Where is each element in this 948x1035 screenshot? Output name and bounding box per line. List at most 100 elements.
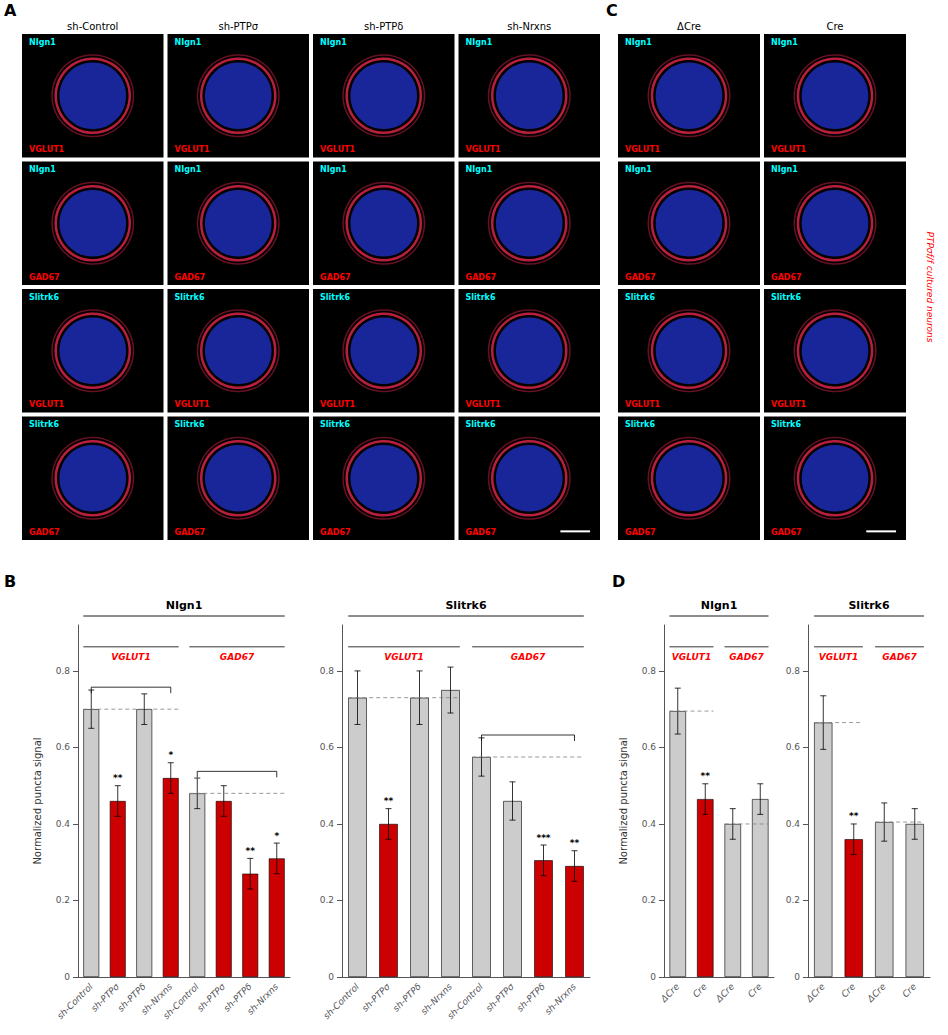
svg-text:NIgn1: NIgn1 — [466, 38, 493, 47]
svg-text:VGLUT1: VGLUT1 — [466, 145, 502, 154]
svg-text:GAD67: GAD67 — [771, 528, 802, 537]
svg-text:NIgn1: NIgn1 — [29, 38, 56, 47]
svg-text:sh-Control: sh-Control — [67, 21, 118, 32]
svg-text:Slitrk6: Slitrk6 — [625, 293, 655, 302]
svg-text:Slitrk6: Slitrk6 — [29, 293, 59, 302]
svg-text:GAD67: GAD67 — [29, 273, 60, 282]
svg-text:VGLUT1: VGLUT1 — [384, 652, 423, 662]
svg-text:B: B — [4, 572, 16, 591]
svg-text:NIgn1: NIgn1 — [625, 165, 652, 174]
svg-text:VGLUT1: VGLUT1 — [29, 145, 65, 154]
svg-text:Slitrk6: Slitrk6 — [320, 293, 350, 302]
svg-text:ΔCre: ΔCre — [658, 981, 681, 1004]
svg-text:GAD67: GAD67 — [625, 528, 656, 537]
svg-text:VGLUT1: VGLUT1 — [320, 145, 356, 154]
svg-text:NIgn1: NIgn1 — [320, 165, 347, 174]
svg-text:Slitrk6: Slitrk6 — [625, 420, 655, 429]
svg-text:NIgn1: NIgn1 — [175, 165, 202, 174]
svg-text:VGLUT1: VGLUT1 — [175, 400, 211, 409]
svg-text:**: ** — [701, 771, 711, 781]
svg-text:0.4: 0.4 — [786, 819, 801, 829]
svg-text:0.6: 0.6 — [56, 742, 71, 752]
svg-text:Slitrk6: Slitrk6 — [466, 420, 496, 429]
svg-text:sh-PTPσ: sh-PTPσ — [360, 981, 392, 1013]
svg-text:**: ** — [113, 773, 123, 783]
svg-text:GAD67: GAD67 — [729, 652, 764, 662]
svg-text:NIgn1: NIgn1 — [166, 599, 203, 612]
svg-text:Slitrk6: Slitrk6 — [771, 420, 801, 429]
svg-text:Cre: Cre — [691, 981, 709, 999]
svg-text:GAD67: GAD67 — [625, 273, 656, 282]
svg-text:0.6: 0.6 — [320, 742, 335, 752]
svg-text:0.8: 0.8 — [320, 666, 335, 676]
svg-text:NIgn1: NIgn1 — [466, 165, 493, 174]
svg-text:0: 0 — [794, 972, 800, 982]
svg-text:ΔCre: ΔCre — [713, 981, 736, 1004]
svg-text:Cre: Cre — [839, 981, 857, 999]
svg-text:ΔCre: ΔCre — [677, 21, 701, 32]
svg-text:0.8: 0.8 — [56, 666, 71, 676]
svg-text:NIgn1: NIgn1 — [320, 38, 347, 47]
svg-text:**: ** — [246, 846, 256, 856]
svg-text:**: ** — [570, 838, 580, 848]
svg-text:0.2: 0.2 — [786, 895, 800, 905]
svg-text:NIgn1: NIgn1 — [175, 38, 202, 47]
svg-text:VGLUT1: VGLUT1 — [320, 400, 356, 409]
svg-text:VGLUT1: VGLUT1 — [625, 145, 661, 154]
svg-text:GAD67: GAD67 — [882, 652, 917, 662]
svg-text:GAD67: GAD67 — [175, 528, 206, 537]
svg-text:sh-Control: sh-Control — [445, 981, 485, 1021]
svg-text:0.2: 0.2 — [56, 895, 70, 905]
svg-text:GAD67: GAD67 — [175, 273, 206, 282]
svg-text:Normalized puncta signal: Normalized puncta signal — [32, 737, 43, 864]
svg-text:VGLUT1: VGLUT1 — [29, 400, 65, 409]
svg-text:VGLUT1: VGLUT1 — [466, 400, 502, 409]
svg-text:GAD67: GAD67 — [320, 273, 351, 282]
svg-text:sh-Control: sh-Control — [55, 981, 95, 1021]
svg-text:**: ** — [849, 811, 859, 821]
svg-text:sh-Nrxns: sh-Nrxns — [245, 981, 280, 1016]
svg-text:sh-Control: sh-Control — [321, 981, 361, 1021]
svg-text:PTPσf/f cultured neurons: PTPσf/f cultured neurons — [925, 231, 935, 342]
svg-text:NIgn1: NIgn1 — [771, 165, 798, 174]
svg-text:0.4: 0.4 — [56, 819, 71, 829]
svg-text:*: * — [274, 831, 279, 841]
svg-text:GAD67: GAD67 — [220, 652, 255, 662]
svg-text:0.6: 0.6 — [786, 742, 801, 752]
svg-text:0: 0 — [64, 972, 70, 982]
svg-text:D: D — [612, 572, 625, 591]
svg-text:ΔCre: ΔCre — [865, 981, 888, 1004]
svg-text:Slitrk6: Slitrk6 — [175, 293, 205, 302]
svg-text:0.2: 0.2 — [320, 895, 334, 905]
svg-text:*: * — [168, 750, 173, 760]
svg-text:Slitrk6: Slitrk6 — [445, 599, 486, 612]
svg-text:0.4: 0.4 — [642, 819, 657, 829]
svg-text:VGLUT1: VGLUT1 — [175, 145, 211, 154]
svg-text:VGLUT1: VGLUT1 — [771, 145, 807, 154]
svg-text:GAD67: GAD67 — [466, 528, 497, 537]
svg-text:ΔCre: ΔCre — [804, 981, 827, 1004]
svg-text:sh-PTPδ: sh-PTPδ — [364, 21, 403, 32]
svg-text:C: C — [606, 1, 618, 20]
svg-text:GAD67: GAD67 — [511, 652, 546, 662]
svg-text:0.8: 0.8 — [786, 666, 801, 676]
svg-text:Slitrk6: Slitrk6 — [29, 420, 59, 429]
svg-text:VGLUT1: VGLUT1 — [625, 400, 661, 409]
svg-text:NIgn1: NIgn1 — [29, 165, 56, 174]
svg-text:Slitrk6: Slitrk6 — [175, 420, 205, 429]
svg-text:VGLUT1: VGLUT1 — [819, 652, 858, 662]
svg-text:VGLUT1: VGLUT1 — [771, 400, 807, 409]
svg-text:***: *** — [536, 833, 550, 843]
svg-text:GAD67: GAD67 — [771, 273, 802, 282]
svg-text:Slitrk6: Slitrk6 — [848, 599, 889, 612]
svg-text:Cre: Cre — [900, 981, 918, 999]
svg-text:GAD67: GAD67 — [466, 273, 497, 282]
svg-text:Cre: Cre — [826, 21, 843, 32]
svg-text:GAD67: GAD67 — [320, 528, 351, 537]
svg-text:VGLUT1: VGLUT1 — [672, 652, 711, 662]
svg-text:sh-PTPσ: sh-PTPσ — [484, 981, 516, 1013]
svg-text:sh-Nrxns: sh-Nrxns — [507, 21, 551, 32]
svg-text:sh-PTPσ: sh-PTPσ — [218, 21, 258, 32]
svg-text:0.8: 0.8 — [642, 666, 657, 676]
svg-text:0.4: 0.4 — [320, 819, 335, 829]
